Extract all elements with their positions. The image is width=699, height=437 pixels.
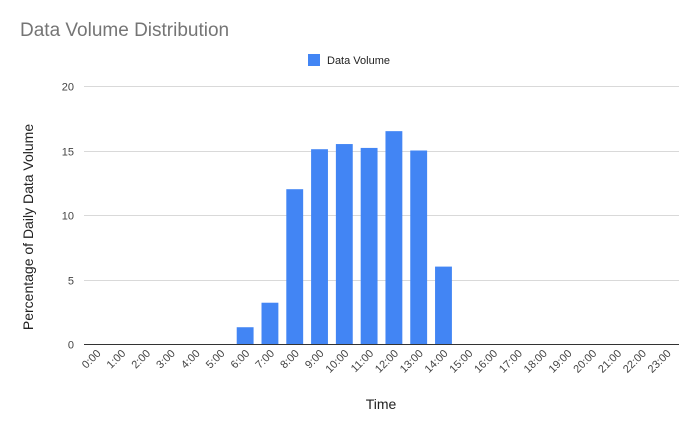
x-tick-label: 23:00 (646, 348, 674, 376)
x-tick-label: 14:00 (423, 348, 451, 376)
bar[interactable] (286, 189, 304, 344)
x-tick-label: 21:00 (596, 348, 624, 376)
x-tick-label: 11:00 (349, 348, 376, 375)
x-tick-label: 2:00 (129, 348, 153, 372)
x-tick-label: 10:00 (323, 348, 351, 376)
legend-label: Data Volume (327, 55, 390, 67)
bar[interactable] (410, 150, 428, 345)
x-tick-label: 8:00 (278, 348, 302, 372)
x-tick-label: 22:00 (621, 348, 649, 376)
bar[interactable] (236, 327, 254, 344)
x-tick-label: 1:00 (105, 348, 129, 372)
x-tick-label: 6:00 (229, 348, 253, 372)
bar[interactable] (335, 144, 353, 344)
x-tick-label: 12:00 (373, 348, 401, 376)
legend[interactable]: Data Volume (308, 54, 390, 67)
x-tick-label: 7:00 (253, 348, 277, 372)
bar[interactable] (385, 131, 403, 344)
bars (236, 131, 452, 345)
gridlines (84, 86, 679, 345)
x-tick-label: 15:00 (447, 348, 475, 376)
bar[interactable] (360, 147, 378, 344)
x-tick-label: 13:00 (398, 348, 426, 376)
y-tick-label: 5 (68, 276, 74, 288)
x-axis-title: Time (366, 396, 397, 412)
y-axis-ticks: 0 5 10 15 20 (62, 82, 74, 352)
x-tick-label: 4:00 (179, 348, 203, 372)
y-axis-title: Percentage of Daily Data Volume (20, 124, 36, 330)
x-axis-ticks: 0:00 1:00 2:00 3:00 4:00 5:00 6:00 7:00 8:00 9:00… (80, 348, 674, 376)
bar[interactable] (261, 302, 279, 344)
x-tick-label: 3:00 (154, 348, 178, 372)
y-tick-label: 15 (62, 147, 74, 159)
x-tick-label: 16:00 (472, 348, 500, 376)
x-tick-label: 19:00 (547, 348, 575, 376)
y-tick-label: 20 (62, 82, 74, 94)
bar[interactable] (311, 149, 328, 344)
bar[interactable] (435, 266, 452, 344)
x-tick-label: 20:00 (571, 348, 599, 376)
legend-swatch (308, 54, 320, 66)
x-tick-label: 0:00 (80, 348, 104, 372)
x-tick-label: 5:00 (204, 348, 228, 372)
x-tick-label: 17:00 (497, 348, 525, 376)
x-tick-label: 18:00 (522, 348, 550, 376)
y-tick-label: 0 (68, 340, 74, 352)
y-tick-label: 10 (62, 211, 74, 223)
chart-title: Data Volume Distribution (20, 20, 229, 41)
